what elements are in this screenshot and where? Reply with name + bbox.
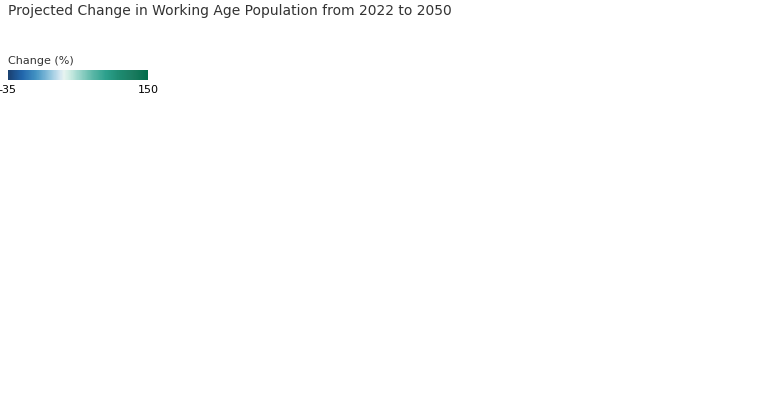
Text: Projected Change in Working Age Population from 2022 to 2050: Projected Change in Working Age Populati… (8, 4, 452, 18)
Text: Change (%): Change (%) (8, 56, 73, 66)
